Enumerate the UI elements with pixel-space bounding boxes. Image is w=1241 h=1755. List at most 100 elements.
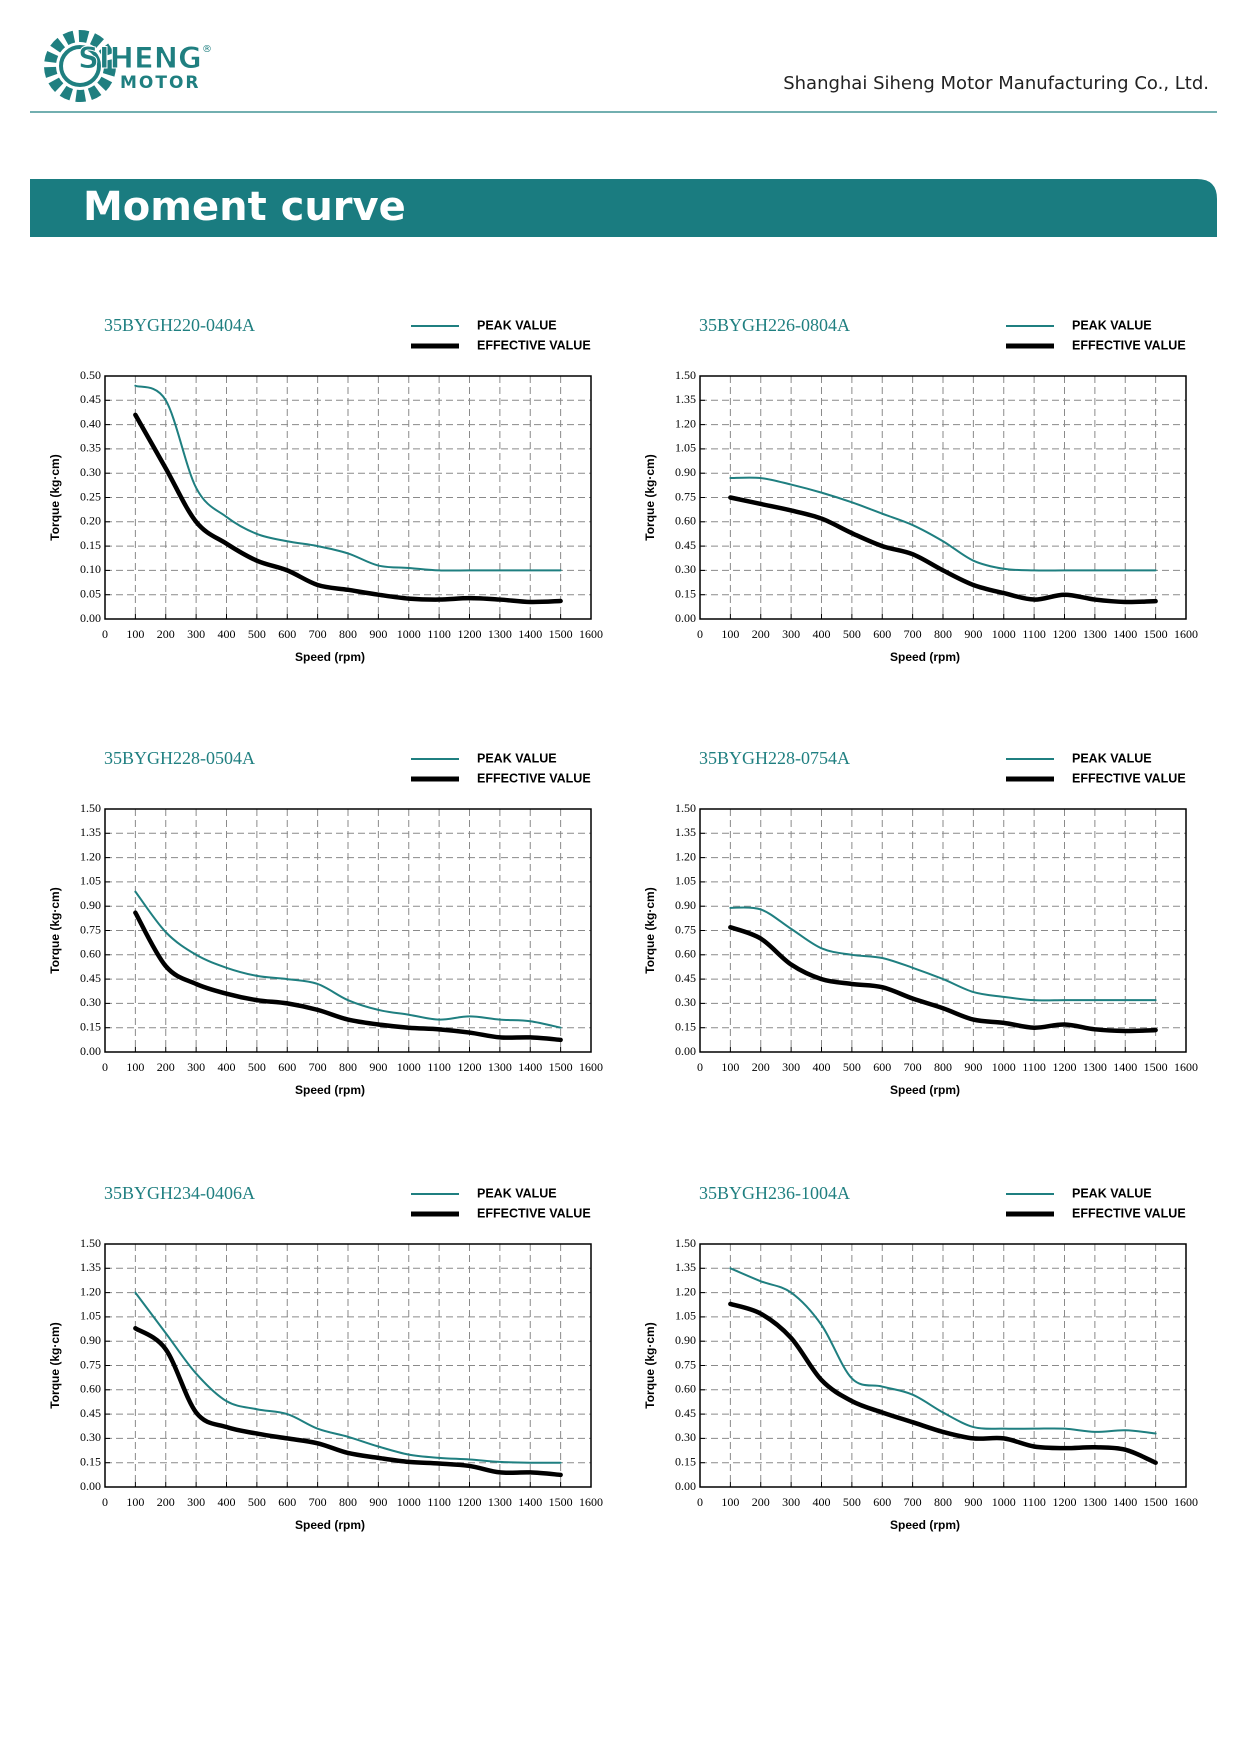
y-tick-label: 0.15 bbox=[80, 1454, 101, 1468]
legend-label: EFFECTIVE VALUE bbox=[477, 338, 591, 352]
x-tick-label: 900 bbox=[369, 1060, 387, 1074]
y-axis-label: Torque (kg·cm) bbox=[643, 887, 657, 973]
x-axis-label: Speed (rpm) bbox=[295, 1518, 365, 1532]
section-banner bbox=[30, 179, 1217, 237]
x-tick-label: 700 bbox=[904, 1060, 922, 1074]
y-tick-label: 1.35 bbox=[80, 825, 101, 839]
x-tick-label: 1600 bbox=[579, 1060, 603, 1074]
legend-label: EFFECTIVE VALUE bbox=[1072, 771, 1186, 785]
chart: 35BYGH236-1004A PEAK VALUE EFFECTIVE VALUE… bbox=[643, 1183, 1198, 1532]
y-tick-label: 0.05 bbox=[80, 586, 101, 600]
x-tick-label: 500 bbox=[843, 1060, 861, 1074]
y-tick-label: 0.30 bbox=[80, 465, 101, 479]
x-tick-label: 1300 bbox=[488, 1495, 512, 1509]
x-tick-label: 300 bbox=[782, 1060, 800, 1074]
y-tick-label: 0.90 bbox=[675, 1333, 696, 1347]
y-tick-label: 0.50 bbox=[80, 368, 101, 382]
x-tick-label: 1000 bbox=[992, 627, 1016, 641]
y-tick-label: 0.60 bbox=[675, 1382, 696, 1396]
y-tick-label: 1.50 bbox=[80, 1236, 101, 1250]
series-line bbox=[133, 910, 563, 1043]
x-tick-label: 900 bbox=[369, 1495, 387, 1509]
x-tick-label: 400 bbox=[813, 1495, 831, 1509]
x-tick-label: 1000 bbox=[992, 1060, 1016, 1074]
x-tick-label: 400 bbox=[218, 627, 236, 641]
y-tick-label: 0.00 bbox=[80, 1044, 101, 1058]
x-tick-label: 300 bbox=[782, 627, 800, 641]
x-axis-label: Speed (rpm) bbox=[890, 1518, 960, 1532]
x-tick-label: 0 bbox=[697, 1495, 703, 1509]
y-tick-label: 0.45 bbox=[80, 392, 101, 406]
y-tick-label: 0.90 bbox=[675, 465, 696, 479]
x-tick-label: 200 bbox=[157, 1060, 175, 1074]
y-tick-label: 1.35 bbox=[675, 1260, 696, 1274]
x-tick-label: 800 bbox=[934, 627, 952, 641]
chart: 35BYGH226-0804A PEAK VALUE EFFECTIVE VALUE… bbox=[643, 315, 1198, 664]
y-axis-label: Torque (kg·cm) bbox=[643, 454, 657, 540]
logo-name: SIHENG bbox=[78, 41, 202, 75]
x-tick-label: 600 bbox=[278, 627, 296, 641]
y-tick-label: 1.05 bbox=[675, 874, 696, 888]
x-tick-label: 1200 bbox=[458, 1060, 482, 1074]
y-tick-label: 1.50 bbox=[675, 1236, 696, 1250]
x-tick-label: 500 bbox=[248, 627, 266, 641]
x-tick-label: 1400 bbox=[518, 1060, 542, 1074]
series-line bbox=[729, 1267, 1157, 1435]
y-tick-label: 1.50 bbox=[675, 801, 696, 815]
x-tick-label: 1000 bbox=[397, 1495, 421, 1509]
chart-title: 35BYGH228-0754A bbox=[699, 748, 850, 768]
x-tick-label: 1300 bbox=[488, 627, 512, 641]
y-tick-label: 1.50 bbox=[80, 801, 101, 815]
y-tick-label: 1.20 bbox=[80, 1284, 101, 1298]
x-tick-label: 1400 bbox=[1113, 1060, 1137, 1074]
x-tick-label: 700 bbox=[904, 627, 922, 641]
y-tick-label: 0.00 bbox=[675, 611, 696, 625]
y-tick-label: 0.15 bbox=[80, 1019, 101, 1033]
x-tick-label: 600 bbox=[873, 627, 891, 641]
y-tick-label: 0.20 bbox=[80, 514, 101, 528]
y-axis-label: Torque (kg·cm) bbox=[643, 1322, 657, 1408]
company-name: Shanghai Siheng Motor Manufacturing Co.,… bbox=[783, 73, 1209, 94]
x-axis-label: Speed (rpm) bbox=[890, 650, 960, 664]
y-tick-label: 0.45 bbox=[80, 1406, 101, 1420]
x-tick-label: 200 bbox=[752, 1060, 770, 1074]
x-tick-label: 1100 bbox=[427, 1060, 451, 1074]
x-tick-label: 100 bbox=[126, 627, 144, 641]
y-tick-label: 0.15 bbox=[675, 1454, 696, 1468]
x-axis-label: Speed (rpm) bbox=[890, 1083, 960, 1097]
series-line bbox=[728, 1301, 1158, 1465]
x-tick-label: 900 bbox=[964, 627, 982, 641]
legend-label: EFFECTIVE VALUE bbox=[477, 771, 591, 785]
series-line bbox=[133, 1325, 563, 1478]
y-tick-label: 0.00 bbox=[675, 1479, 696, 1493]
x-tick-label: 800 bbox=[934, 1495, 952, 1509]
x-tick-label: 1500 bbox=[1144, 1495, 1168, 1509]
y-tick-label: 0.45 bbox=[80, 971, 101, 985]
y-tick-label: 0.30 bbox=[675, 562, 696, 576]
x-tick-label: 500 bbox=[843, 627, 861, 641]
x-tick-label: 1400 bbox=[1113, 1495, 1137, 1509]
x-tick-label: 1200 bbox=[1053, 627, 1077, 641]
x-tick-label: 1500 bbox=[1144, 1060, 1168, 1074]
series-line bbox=[134, 1291, 562, 1464]
legend-label: PEAK VALUE bbox=[1072, 318, 1152, 332]
x-tick-label: 0 bbox=[102, 1495, 108, 1509]
y-tick-label: 0.25 bbox=[80, 489, 101, 503]
x-tick-label: 900 bbox=[369, 627, 387, 641]
x-tick-label: 1300 bbox=[488, 1060, 512, 1074]
x-tick-label: 900 bbox=[964, 1060, 982, 1074]
y-tick-label: 0.30 bbox=[80, 995, 101, 1009]
x-tick-label: 1300 bbox=[1083, 627, 1107, 641]
y-tick-label: 1.05 bbox=[675, 441, 696, 455]
legend-label: PEAK VALUE bbox=[477, 751, 557, 765]
y-tick-label: 0.75 bbox=[80, 922, 101, 936]
x-tick-label: 0 bbox=[697, 627, 703, 641]
x-tick-label: 100 bbox=[721, 627, 739, 641]
x-tick-label: 300 bbox=[782, 1495, 800, 1509]
x-tick-label: 0 bbox=[102, 1060, 108, 1074]
y-tick-label: 1.20 bbox=[675, 849, 696, 863]
x-tick-label: 1300 bbox=[1083, 1495, 1107, 1509]
y-tick-label: 0.15 bbox=[675, 586, 696, 600]
y-tick-label: 1.35 bbox=[675, 392, 696, 406]
y-tick-label: 0.15 bbox=[80, 538, 101, 552]
